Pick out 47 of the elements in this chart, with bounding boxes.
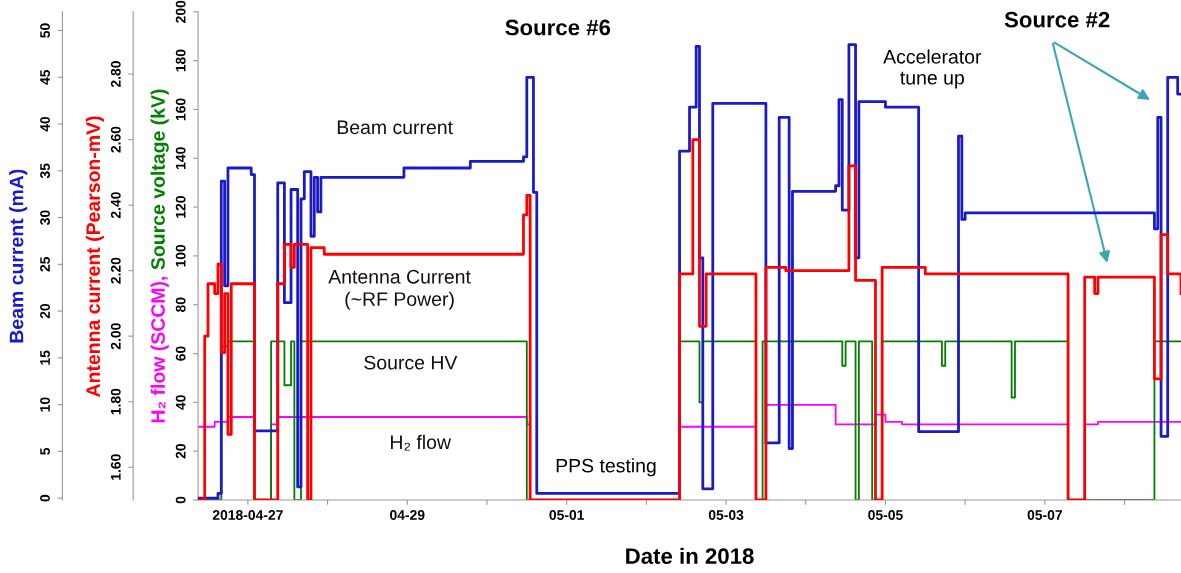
y3-tick-label: 1.60: [110, 454, 121, 480]
y-tick-label: 200: [175, 0, 186, 23]
y-tick-label: 80: [175, 297, 186, 312]
y-tick-label: 100: [175, 244, 186, 267]
y2-tick-label: 50: [40, 23, 50, 38]
y3-tick-label: 1.80: [110, 388, 121, 415]
series-label: Source HV: [364, 355, 458, 370]
y-tick-label: 0: [175, 496, 186, 504]
y-tick-label: 180: [175, 49, 186, 72]
y2-tick-label: 5: [40, 447, 50, 455]
y-tick-label: 120: [175, 196, 186, 218]
x-tick-label: 05-01: [549, 510, 585, 520]
y2-tick-label: 25: [40, 256, 50, 272]
y3-tick-label: 2.00: [110, 323, 121, 350]
y3-tick-label: 2.80: [110, 61, 121, 88]
y3-tick-label: 2.60: [110, 126, 121, 153]
y2-tick-label: 15: [40, 350, 50, 365]
annotation: Accelerator tune up: [883, 49, 982, 89]
y2-tick-label: 35: [40, 163, 50, 179]
y3-tick-label: 2.20: [110, 257, 121, 284]
x-tick-label: 05-07: [1027, 510, 1062, 520]
annotation: Source #6: [505, 19, 611, 36]
x-tick-label: 2018-04-27: [212, 510, 283, 520]
x-tick-label: 05-05: [868, 510, 903, 520]
annotation: Source #2: [1004, 11, 1110, 28]
y-axis-title: H₂ flow (SCCM), Source voltage (kV): [150, 89, 169, 423]
x-tick-label: 04-29: [390, 510, 425, 520]
y-tick-label: 60: [175, 346, 186, 361]
y2-tick-label: 10: [40, 397, 50, 412]
y2-tick-label: 40: [40, 116, 50, 132]
series-label: H₂ flow: [391, 434, 452, 451]
y-tick-label: 160: [175, 98, 186, 121]
y2-tick-label: 0: [40, 494, 50, 502]
series-label: Beam current: [337, 120, 453, 135]
annotation: PPS testing: [556, 458, 656, 477]
y3-axis-title: Antenna current (Pearson-mV): [85, 116, 104, 397]
y2-axis-title: Beam current (mA): [9, 169, 28, 343]
y-tick-label: 20: [175, 444, 186, 459]
y-tick-label: 40: [175, 395, 186, 410]
y3-tick-label: 2.40: [110, 192, 121, 219]
x-axis-title: Date in 2018: [626, 547, 754, 564]
y2-tick-label: 20: [40, 303, 50, 319]
y2-tick-label: 30: [40, 210, 50, 225]
y2-tick-label: 45: [40, 69, 50, 85]
x-tick-label: 05-03: [708, 510, 744, 520]
series-label: Antenna Current (~RF Power): [328, 269, 471, 310]
y-tick-label: 140: [175, 147, 186, 169]
